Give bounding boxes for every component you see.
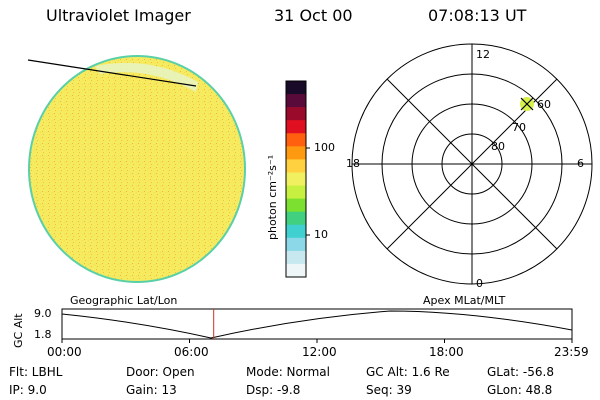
mlt-label-0: 0: [476, 277, 483, 290]
gain-readout: Gain: 13: [126, 383, 177, 397]
lat-label-70: 70: [512, 121, 526, 134]
mlt-label-12: 12: [476, 48, 490, 61]
lat-label-80: 80: [491, 140, 505, 153]
mlt-label-6: 6: [577, 157, 584, 170]
colorbar-band: [286, 94, 306, 108]
glon-readout: GLon: 48.8: [487, 383, 553, 397]
colorbar-band: [286, 224, 306, 239]
colorbar-band: [286, 159, 306, 173]
seq-readout: Seq: 39: [366, 383, 412, 397]
colorbar-band: [286, 198, 306, 213]
earth-disk: [28, 55, 246, 283]
ip-readout: IP: 9.0: [9, 383, 47, 397]
colorbar-band: [286, 81, 306, 95]
colorbar-band: [286, 237, 306, 252]
colorbar-band: [286, 211, 306, 226]
gc-alt-readout: GC Alt: 1.6 Re: [366, 365, 450, 379]
timeline-x-tick-4: 23:59: [554, 345, 589, 359]
timeline-left-title: Geographic Lat/Lon: [70, 294, 178, 307]
glat-readout: GLat: -56.8: [487, 365, 554, 379]
mlt-label-18: 18: [346, 157, 360, 170]
footpoint-marker: [520, 97, 534, 111]
colorbar-band: [286, 263, 306, 278]
timeline-x-tick-0: 00:00: [47, 345, 82, 359]
altitude-curve: [61, 310, 573, 339]
timeline-x-tick-3: 18:00: [429, 345, 464, 359]
colorbar-band: [286, 107, 306, 121]
colorbar-band: [286, 172, 306, 187]
colorbar-tick-100: 100: [314, 141, 335, 154]
colorbar-band: [286, 146, 306, 160]
timeline-x-tick-2: 12:00: [302, 345, 337, 359]
colorbar-band: [286, 185, 306, 200]
timeline-x-tick-1: 06:00: [174, 345, 209, 359]
door-readout: Door: Open: [126, 365, 195, 379]
colorbar-band: [286, 120, 306, 134]
dsp-readout: Dsp: -9.8: [246, 383, 301, 397]
instrument-title: Ultraviolet Imager: [46, 6, 191, 25]
timeline-y-tick-bottom: 1.8: [34, 328, 52, 341]
timeline-right-title: Apex MLat/MLT: [423, 294, 506, 307]
lat-label-60: 60: [537, 98, 551, 111]
colorbar-band: [286, 133, 306, 147]
timeline-y-tick-top: 9.0: [34, 307, 52, 320]
mode-readout: Mode: Normal: [246, 365, 330, 379]
filter-readout: Flt: LBHL: [9, 365, 63, 379]
terminator-line: [27, 59, 197, 87]
date-label: 31 Oct 00: [274, 6, 353, 25]
dayside-aurora: [95, 62, 198, 92]
colorbar-tick-10: 10: [314, 228, 328, 241]
colorbar-band: [286, 250, 306, 265]
time-label: 07:08:13 UT: [428, 6, 527, 25]
